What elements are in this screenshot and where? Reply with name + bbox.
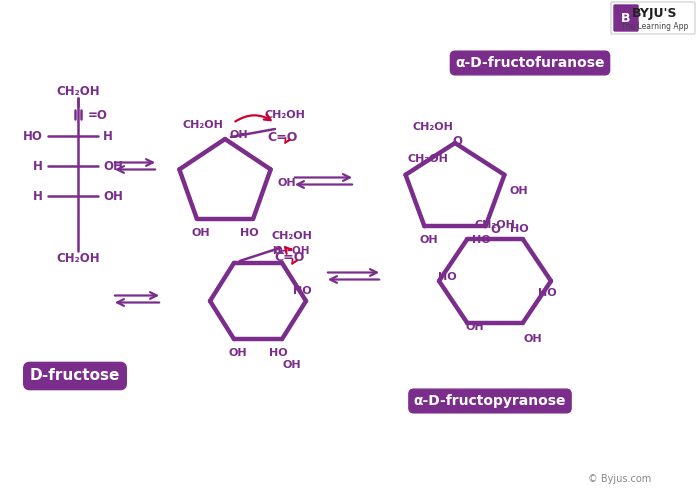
Text: CH₂OH: CH₂OH bbox=[272, 231, 312, 241]
Text: O: O bbox=[490, 222, 500, 236]
Text: O: O bbox=[452, 135, 462, 147]
Text: HO: HO bbox=[473, 235, 491, 245]
Text: C=O: C=O bbox=[275, 251, 305, 264]
Text: OH: OH bbox=[524, 333, 542, 344]
Text: HO: HO bbox=[293, 286, 312, 296]
Text: C=O: C=O bbox=[268, 131, 298, 143]
Text: CH₂OH: CH₂OH bbox=[412, 122, 454, 132]
Text: OH: OH bbox=[103, 190, 123, 202]
Text: H: H bbox=[33, 190, 43, 202]
Text: HO: HO bbox=[438, 272, 456, 282]
Text: OH: OH bbox=[229, 348, 247, 358]
Text: The Learning App: The Learning App bbox=[622, 22, 689, 30]
Text: HO: HO bbox=[23, 130, 43, 142]
Text: OH: OH bbox=[230, 130, 248, 140]
Text: HO: HO bbox=[538, 288, 556, 298]
Text: CH₂OH: CH₂OH bbox=[56, 252, 100, 266]
Text: H: H bbox=[33, 160, 43, 172]
Text: CH₂OH: CH₂OH bbox=[265, 110, 305, 120]
Text: CH₂OH: CH₂OH bbox=[56, 84, 100, 98]
Text: OH: OH bbox=[419, 235, 438, 245]
Text: CH₂OH: CH₂OH bbox=[183, 120, 223, 130]
Text: HO: HO bbox=[269, 348, 287, 358]
Text: OH: OH bbox=[192, 228, 210, 238]
Text: α-D-fructofuranose: α-D-fructofuranose bbox=[455, 56, 605, 70]
Text: OH: OH bbox=[509, 186, 528, 196]
Text: O––OH: O––OH bbox=[274, 246, 310, 256]
Text: OH: OH bbox=[283, 360, 301, 370]
Text: H: H bbox=[103, 130, 113, 142]
FancyBboxPatch shape bbox=[614, 5, 638, 31]
Text: CH₂OH: CH₂OH bbox=[475, 220, 515, 230]
Text: D-fructose: D-fructose bbox=[30, 369, 120, 383]
Text: CH₂OH: CH₂OH bbox=[407, 154, 448, 164]
Text: HO: HO bbox=[510, 224, 528, 234]
Text: © Byjus.com: © Byjus.com bbox=[589, 474, 652, 484]
Text: B: B bbox=[622, 11, 631, 25]
Text: =O: =O bbox=[88, 109, 108, 121]
Text: OH: OH bbox=[466, 322, 484, 331]
Text: HO: HO bbox=[240, 228, 258, 238]
Text: BYJU'S: BYJU'S bbox=[632, 6, 678, 20]
Text: OH: OH bbox=[103, 160, 123, 172]
Text: α-D-fructopyranose: α-D-fructopyranose bbox=[414, 394, 566, 408]
Text: H₂: H₂ bbox=[272, 246, 284, 256]
Text: OH: OH bbox=[277, 178, 296, 189]
FancyBboxPatch shape bbox=[611, 2, 695, 34]
